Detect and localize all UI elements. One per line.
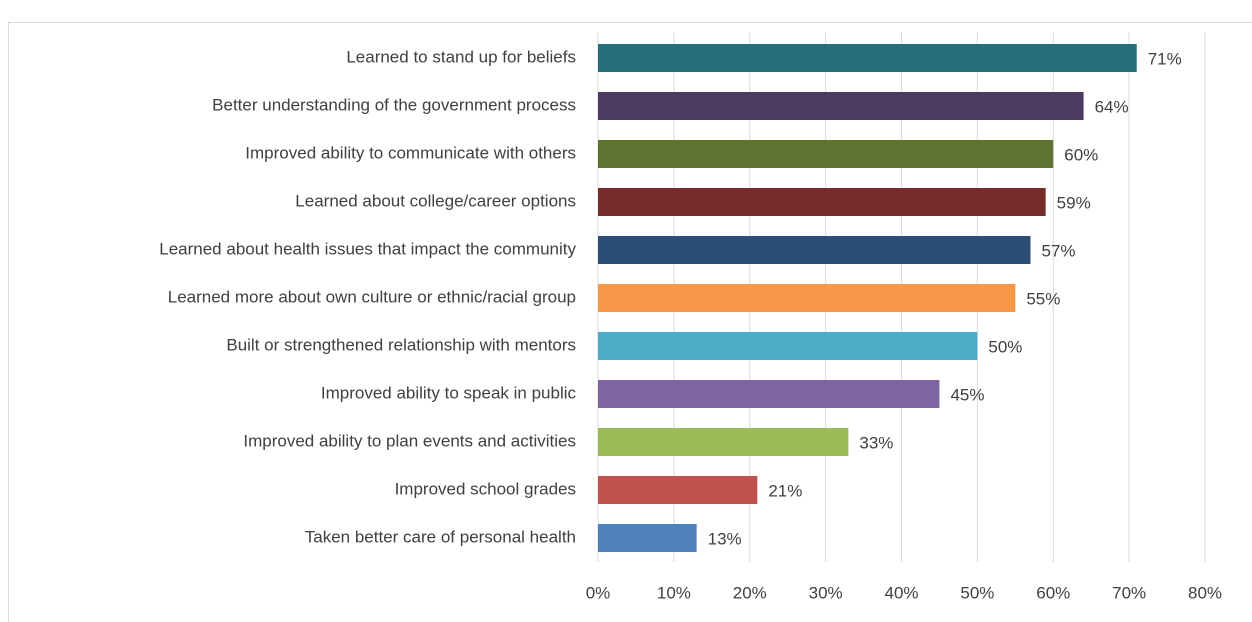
bar bbox=[598, 140, 1054, 168]
value-label: 50% bbox=[988, 337, 1022, 356]
bar bbox=[598, 524, 697, 552]
x-tick-label: 0% bbox=[586, 583, 611, 602]
bar bbox=[598, 92, 1084, 120]
y-tick-label: Improved ability to communicate with oth… bbox=[245, 143, 576, 162]
value-label: 71% bbox=[1148, 49, 1182, 68]
y-tick-label: Taken better care of personal health bbox=[305, 527, 576, 546]
bar bbox=[598, 476, 758, 504]
bar bbox=[598, 284, 1016, 312]
x-tick-label: 60% bbox=[1036, 583, 1070, 602]
x-tick-label: 50% bbox=[960, 583, 994, 602]
value-label: 57% bbox=[1041, 241, 1075, 260]
value-label: 45% bbox=[950, 385, 984, 404]
y-tick-label: Improved ability to speak in public bbox=[321, 383, 577, 402]
x-tick-label: 30% bbox=[809, 583, 843, 602]
y-tick-label: Better understanding of the government p… bbox=[212, 95, 576, 114]
value-label: 33% bbox=[859, 433, 893, 452]
value-label: 64% bbox=[1095, 97, 1129, 116]
x-tick-label: 70% bbox=[1112, 583, 1146, 602]
y-tick-label: Learned to stand up for beliefs bbox=[346, 47, 576, 66]
value-label: 60% bbox=[1064, 145, 1098, 164]
y-tick-label: Learned about health issues that impact … bbox=[159, 239, 576, 258]
bar bbox=[598, 428, 849, 456]
x-tick-label: 20% bbox=[733, 583, 767, 602]
y-tick-label: Improved ability to plan events and acti… bbox=[243, 431, 576, 450]
value-label: 21% bbox=[768, 481, 802, 500]
bar bbox=[598, 380, 940, 408]
bar bbox=[598, 44, 1137, 72]
y-tick-label: Learned about college/career options bbox=[295, 191, 576, 210]
value-label: 59% bbox=[1057, 193, 1091, 212]
bar bbox=[598, 188, 1046, 216]
value-label: 13% bbox=[708, 529, 742, 548]
value-label: 55% bbox=[1026, 289, 1060, 308]
chart-frame bbox=[8, 22, 1252, 622]
y-tick-label: Built or strengthened relationship with … bbox=[226, 335, 576, 354]
x-tick-label: 10% bbox=[657, 583, 691, 602]
y-tick-label: Learned more about own culture or ethnic… bbox=[168, 287, 576, 306]
x-tick-label: 40% bbox=[884, 583, 918, 602]
bar bbox=[598, 332, 978, 360]
y-tick-label: Improved school grades bbox=[395, 479, 576, 498]
x-tick-label: 80% bbox=[1188, 583, 1222, 602]
bar bbox=[598, 236, 1031, 264]
